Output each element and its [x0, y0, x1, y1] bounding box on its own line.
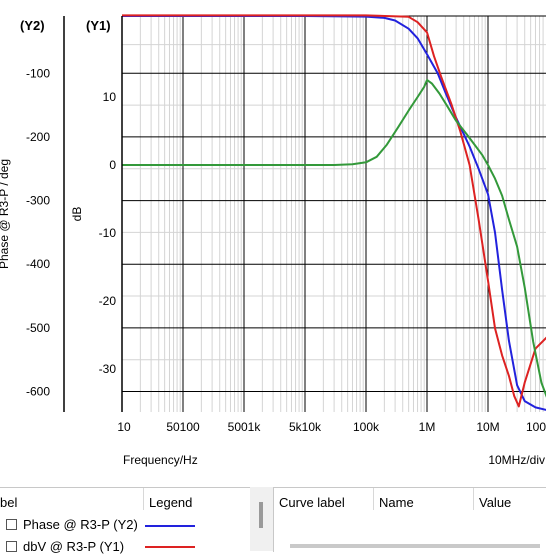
y2-axis-label: Phase @ R3-P / deg	[0, 159, 11, 269]
name-column-header[interactable]: Name	[379, 495, 414, 510]
vertical-scrollbar[interactable]	[259, 502, 263, 528]
label-column-header[interactable]: bel	[0, 495, 18, 510]
legend-panel: bel Legend Phase @ R3-P (Y2) dbV @ R3-P …	[0, 487, 250, 554]
series-layer	[122, 14, 546, 411]
column-separator	[473, 488, 474, 510]
y1-tick-label: -30	[99, 362, 117, 376]
y1-tick-label: 10	[103, 90, 117, 104]
y2-tick-label: -400	[26, 257, 50, 271]
y1-tick-label: -20	[99, 294, 117, 308]
series-checkbox[interactable]	[6, 519, 17, 530]
y1-tick-label: 0	[109, 158, 116, 172]
column-separator	[373, 488, 374, 510]
series-line-1	[122, 14, 546, 408]
cursor-panel: Curve label Name Value	[273, 487, 546, 552]
legend-swatch-red	[145, 546, 195, 548]
y2-tick-label: -300	[26, 194, 50, 208]
curve-label-column-header[interactable]: Curve label	[279, 495, 345, 510]
horizontal-scrollbar[interactable]	[290, 544, 540, 548]
x-tick-label: 10M	[476, 420, 499, 434]
legend-row[interactable]: Phase @ R3-P (Y2)	[6, 517, 138, 532]
y2-tick-label: -600	[26, 385, 50, 399]
minor-grid	[122, 16, 546, 412]
y2-tick-label: -100	[26, 66, 50, 80]
x-axis-label: Frequency/Hz	[123, 453, 198, 467]
x-tick-label: 100	[526, 420, 546, 434]
legend-column-header[interactable]: Legend	[149, 495, 193, 510]
series-line-2	[122, 79, 546, 398]
legend-row-label: Phase @ R3-P (Y2)	[23, 517, 138, 532]
legend-row[interactable]: dbV @ R3-P (Y1)	[6, 539, 124, 554]
x-tick-label: 1M	[419, 420, 436, 434]
x-tick-label: 100k	[353, 420, 380, 434]
x-tick-label: 50100	[166, 420, 200, 434]
y1-axis-label: dB	[70, 207, 84, 222]
x-tick-label: 10	[117, 420, 131, 434]
series-checkbox[interactable]	[6, 541, 17, 552]
y2-tick-label: -500	[26, 321, 50, 335]
y1-axis-tag: (Y1)	[86, 18, 111, 33]
column-separator	[143, 488, 144, 510]
legend-row-label: dbV @ R3-P (Y1)	[23, 539, 125, 554]
legend-swatch-blue	[145, 525, 195, 527]
y1-tick-label: -10	[99, 226, 117, 240]
y2-tick-label: -200	[26, 130, 50, 144]
x-tick-label: 5001k	[228, 420, 262, 434]
x-tick-label: 5k10k	[289, 420, 322, 434]
value-column-header[interactable]: Value	[479, 495, 512, 510]
x-division-label: 10MHz/div	[488, 453, 545, 467]
y2-axis-tag: (Y2)	[20, 18, 45, 33]
